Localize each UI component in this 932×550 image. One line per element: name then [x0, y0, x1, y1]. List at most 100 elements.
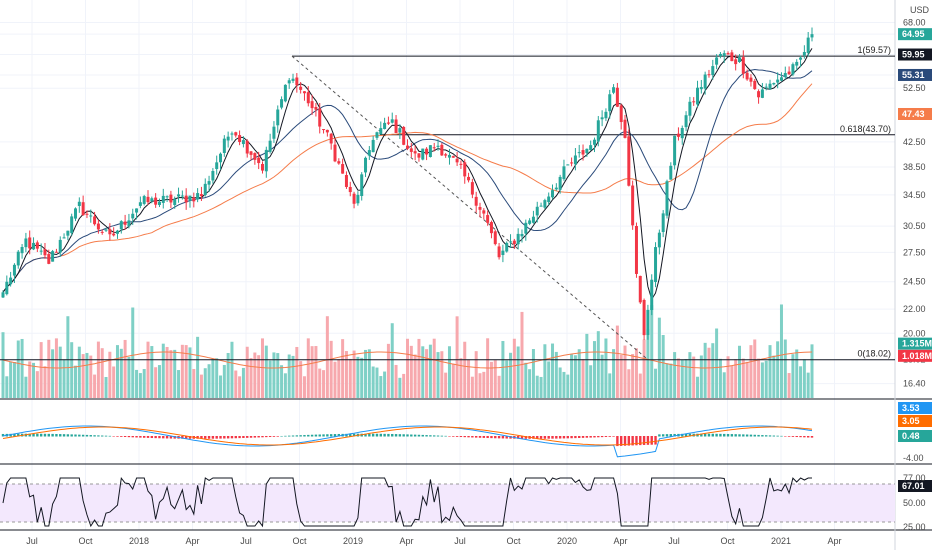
candle-body	[425, 148, 429, 155]
volume-bar	[390, 323, 394, 398]
volume-bar	[112, 366, 116, 398]
candle-body	[138, 202, 142, 206]
candle-body	[211, 171, 215, 181]
candle-body	[737, 57, 741, 63]
candle-body	[341, 164, 345, 174]
macd-pane: 3.53 3.05 0.48 -4.00	[1, 402, 932, 463]
candle-body	[650, 279, 654, 311]
volume-bar	[642, 339, 646, 398]
macd-histogram-bar	[780, 435, 783, 437]
volume-bar	[421, 346, 425, 398]
candle-body	[486, 215, 490, 223]
macd-histogram-bar	[318, 434, 321, 437]
volume-bar	[165, 346, 169, 398]
time-tick-label: 2018	[129, 536, 149, 546]
candle-body	[1, 292, 5, 298]
volume-bar	[51, 349, 55, 398]
volume-bar	[115, 345, 119, 398]
volume-bar	[806, 372, 810, 398]
candle-body	[207, 181, 211, 185]
volume-bar	[638, 373, 642, 398]
candle-body	[749, 77, 753, 82]
macd-histogram-bar	[429, 435, 432, 437]
volume-bar	[547, 361, 551, 398]
macd-histogram-bar	[299, 435, 302, 437]
macd-histogram-bar	[452, 436, 455, 437]
price-tag-label: 64.95	[902, 29, 925, 39]
volume-bar	[119, 348, 123, 398]
macd-histogram-bar	[62, 434, 66, 437]
macd-histogram-bar	[707, 433, 711, 437]
volume-bar	[146, 341, 150, 398]
candle-body	[531, 216, 535, 223]
volume-bar	[764, 360, 768, 398]
volume-bar	[314, 346, 318, 398]
macd-histogram-bar	[242, 436, 245, 438]
macd-histogram-bar	[391, 433, 394, 437]
volume-bar	[177, 370, 181, 398]
candle-body	[428, 145, 432, 158]
macd-histogram-bar	[230, 436, 234, 439]
macd-histogram-bar	[761, 435, 764, 437]
volume-bar	[24, 376, 28, 398]
candle-body	[493, 231, 497, 245]
candle-body	[234, 132, 238, 136]
volume-bar	[745, 361, 749, 398]
macd-histogram-bar	[85, 434, 89, 437]
volume-bar	[249, 358, 253, 398]
macd-histogram-bar	[314, 434, 318, 437]
macd-histogram-bar	[219, 436, 222, 439]
macd-histogram-bar	[459, 436, 463, 438]
volume-bar	[173, 349, 177, 398]
volume-bar	[478, 373, 482, 398]
macd-histogram-bar	[463, 436, 466, 438]
macd-histogram-bar	[574, 436, 577, 439]
volume-bar	[470, 376, 474, 398]
macd-histogram-bar	[608, 436, 611, 437]
volume-bar	[741, 358, 745, 398]
macd-histogram-bar	[70, 434, 73, 437]
price-tag	[898, 68, 932, 81]
volume-bar	[772, 355, 776, 398]
volume-bar	[673, 352, 677, 398]
volume-bar	[612, 349, 616, 398]
time-axis[interactable]: Jul Oct 2018 Apr Jul Oct 2019 Apr Jul Oct 2020 Apr J…	[26, 536, 841, 546]
candle-body	[54, 251, 58, 253]
macd-histogram-bar	[181, 436, 184, 439]
candle-body	[74, 208, 78, 219]
volume-bar	[93, 374, 97, 398]
rsi-line	[2, 476, 812, 528]
volume-bar	[596, 331, 600, 398]
volume-bar	[497, 375, 501, 398]
macd-histogram-bar	[268, 436, 272, 437]
macd-histogram-bar	[257, 436, 260, 438]
candle-body	[696, 87, 700, 105]
volume-bar	[161, 343, 165, 398]
macd-histogram-bar	[127, 436, 131, 438]
volume-bar	[776, 341, 780, 398]
candle-body	[199, 194, 203, 197]
candle-body	[146, 196, 150, 203]
candle-body	[436, 145, 440, 147]
candle-body	[684, 115, 688, 128]
macd-histogram-bar	[104, 435, 108, 437]
candle-body	[638, 275, 642, 303]
volume-bar	[108, 351, 112, 398]
volume-bar	[779, 304, 783, 398]
fib-label: 0.618(43.70)	[840, 124, 891, 134]
candle-body	[604, 111, 608, 119]
macd-histogram-bar	[364, 433, 367, 437]
macd-histogram-bar	[394, 434, 398, 437]
volume-bar	[360, 357, 364, 398]
candle-body	[688, 101, 692, 116]
volume-bar	[398, 377, 402, 398]
candle-body	[520, 233, 524, 237]
macd-histogram-bar	[421, 434, 424, 437]
candle-body	[62, 237, 66, 239]
volume-bar	[722, 372, 726, 398]
macd-histogram-bar	[711, 433, 714, 437]
macd-histogram-bar	[776, 435, 779, 437]
volume-bar	[325, 316, 329, 398]
candle-body	[592, 139, 596, 145]
